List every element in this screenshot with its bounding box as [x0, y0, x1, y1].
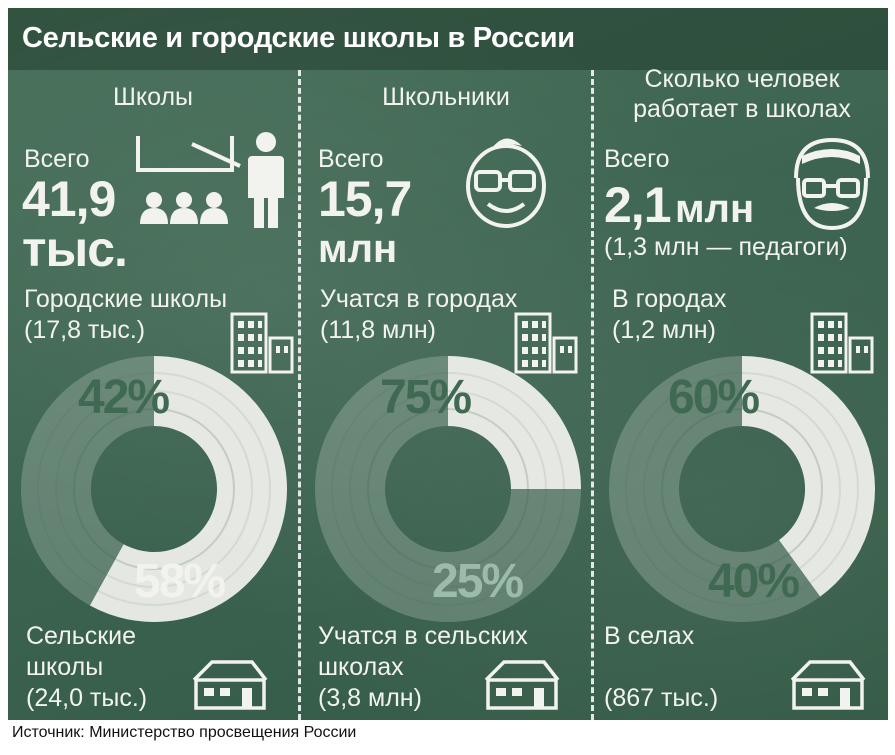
chalk-texture: [331, 372, 565, 606]
col2-rural-label-line: школах: [318, 653, 404, 681]
page-title: Сельские и городские школы в России: [22, 22, 575, 54]
col2-header-line: Школьники: [382, 83, 510, 111]
column-divider: [591, 70, 594, 720]
col3-total-unit: млн: [674, 187, 755, 231]
column-divider: [298, 70, 301, 720]
city-building-icon: [810, 312, 874, 374]
col1-total-unit: тыс.: [22, 221, 128, 277]
house-icon: [192, 660, 268, 710]
col2-urban-label: Учатся в городах (11,8 млн): [320, 284, 517, 346]
chalk-texture: [643, 390, 841, 588]
chalk-texture: [625, 372, 859, 606]
col2-rural-pct: 25%: [432, 555, 524, 608]
col1-rural-pct: 58%: [134, 555, 226, 608]
col2-header: Школьники: [301, 82, 591, 112]
col1-rural-label-line: Сельские: [26, 622, 137, 650]
chalk-texture: [55, 390, 253, 588]
col3-header-line: Сколько человек: [644, 65, 840, 93]
donut-urban-segment: [21, 356, 156, 606]
col3-total: 2,1 млн: [604, 180, 754, 230]
donut-urban-segment: [315, 356, 581, 622]
col2-urban-pct: 75%: [380, 371, 472, 424]
col1-rural-label: Сельские школы (24,0 тыс.): [26, 621, 147, 714]
col2-urban-label-line: Учатся в городах: [320, 285, 518, 313]
col2-rural-label: Учатся в сельских школах (3,8 млн): [318, 621, 528, 714]
col2-rural-label-line: Учатся в сельских: [318, 622, 528, 650]
col1-rural-label-line: школы: [26, 653, 104, 681]
col3-total-note: (1,3 млн — педагоги): [604, 233, 848, 261]
chalk-texture: [73, 408, 235, 570]
col3-rural-pct: 40%: [708, 555, 800, 608]
col1-rural-label-line: (24,0 тыс.): [26, 684, 148, 712]
donut-chart: [315, 356, 581, 622]
chalk-texture: [367, 408, 529, 570]
col3-rural-label-line: (867 тыс.): [604, 684, 719, 712]
chalk-texture: [661, 408, 823, 570]
col1-urban-label-line: (17,8 тыс.): [24, 316, 146, 344]
chalk-texture: [367, 408, 529, 570]
title-bar: [8, 8, 888, 70]
donut-urban-segment: [609, 356, 821, 622]
col3-urban-label: В городах (1,2 млн): [612, 284, 726, 346]
col2-total-value: 15,7: [318, 171, 412, 227]
col3-rural-label-line: В селах: [604, 622, 695, 650]
col3-header-line: работает в школах: [633, 95, 851, 123]
student-face-icon: [466, 138, 546, 228]
col3-urban-label-line: В городах: [612, 285, 727, 313]
col2-rural-label-line: (3,8 млн): [318, 684, 422, 712]
col3-header: Сколько человек работает в школах: [596, 64, 888, 124]
col2-total-label: Всего: [318, 145, 384, 173]
col3-total-label: Всего: [604, 145, 670, 173]
donut-rural-segment: [740, 356, 875, 597]
col1-urban-label: Городские школы (17,8 тыс.): [24, 284, 227, 346]
source-note: Источник: Министерство просвещения Росси…: [12, 724, 357, 741]
house-icon: [790, 660, 866, 710]
house-icon: [484, 660, 560, 710]
teacher-classroom-icon: [136, 132, 284, 228]
col3-rural-label-line: [604, 652, 718, 683]
city-building-icon: [230, 312, 294, 374]
col1-total-value: 41,9: [22, 171, 116, 227]
donut-chart: [21, 356, 287, 622]
chalk-texture: [661, 408, 823, 570]
col3-total-value: 2,1: [604, 177, 672, 233]
chalkboard: Сельские и городские школы в России Школ…: [8, 8, 888, 720]
teacher-face-icon: [794, 137, 870, 231]
col3-urban-pct: 60%: [668, 371, 760, 424]
chalk-texture: [349, 390, 547, 588]
donut-chart: [609, 356, 875, 622]
chalk-texture: [37, 372, 271, 606]
city-building-icon: [514, 312, 578, 374]
col2-urban-label-line: (11,8 млн): [320, 316, 436, 344]
col1-header-line: Школы: [112, 83, 194, 111]
col3-rural-label: В селах (867 тыс.): [604, 621, 718, 714]
chalk-texture: [73, 408, 235, 570]
col1-total-label: Всего: [24, 145, 90, 173]
col1-urban-label-line: Городские школы: [24, 285, 228, 313]
donut-rural-segment: [89, 356, 287, 622]
donut-rural-segment: [446, 356, 581, 491]
col3-urban-label-line: (1,2 млн): [612, 316, 716, 344]
col1-header: Школы: [8, 82, 298, 112]
col2-total-unit: млн: [318, 227, 398, 271]
col1-urban-pct: 42%: [78, 371, 170, 424]
